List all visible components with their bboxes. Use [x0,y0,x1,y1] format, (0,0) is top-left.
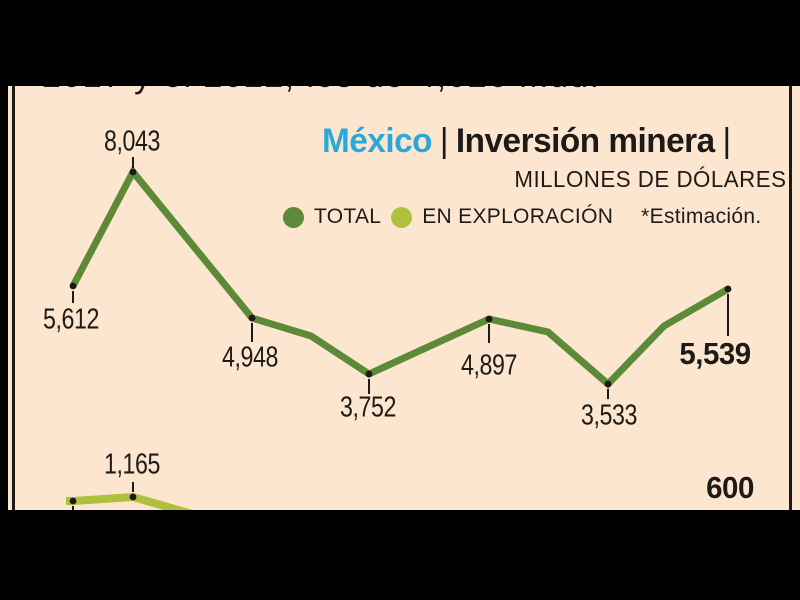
legend-label-exploration: EN EXPLORACIÓN [422,205,614,228]
title-brand: México [322,122,433,160]
series-line-0 [69,165,730,389]
title-main: Inversión minera [455,122,715,160]
bottom-crop-bar [0,510,800,600]
estimation-note: *Estimación. [641,205,762,228]
legend-item-exploration: EN EXPLORACIÓN [391,205,613,229]
legend-label-total: TOTAL [314,205,382,228]
left-crop-strip [0,0,8,600]
legend-item-total: TOTAL [283,205,381,229]
frame-border-left [12,0,15,600]
chart-title: México | Inversión minera | [322,122,739,161]
title-trailing-bar: | [722,122,732,160]
chart-legend: TOTAL EN EXPLORACIÓN *Estimación. [283,205,761,229]
chart-units-label: MILLONES DE DÓLARES [513,166,786,192]
top-crop-bar [0,0,800,86]
title-separator: | [439,122,449,160]
legend-dot-exploration-icon [391,206,413,228]
frame-border-right [789,0,792,600]
series-line-1 [66,492,222,526]
legend-dot-total-icon [283,206,304,228]
